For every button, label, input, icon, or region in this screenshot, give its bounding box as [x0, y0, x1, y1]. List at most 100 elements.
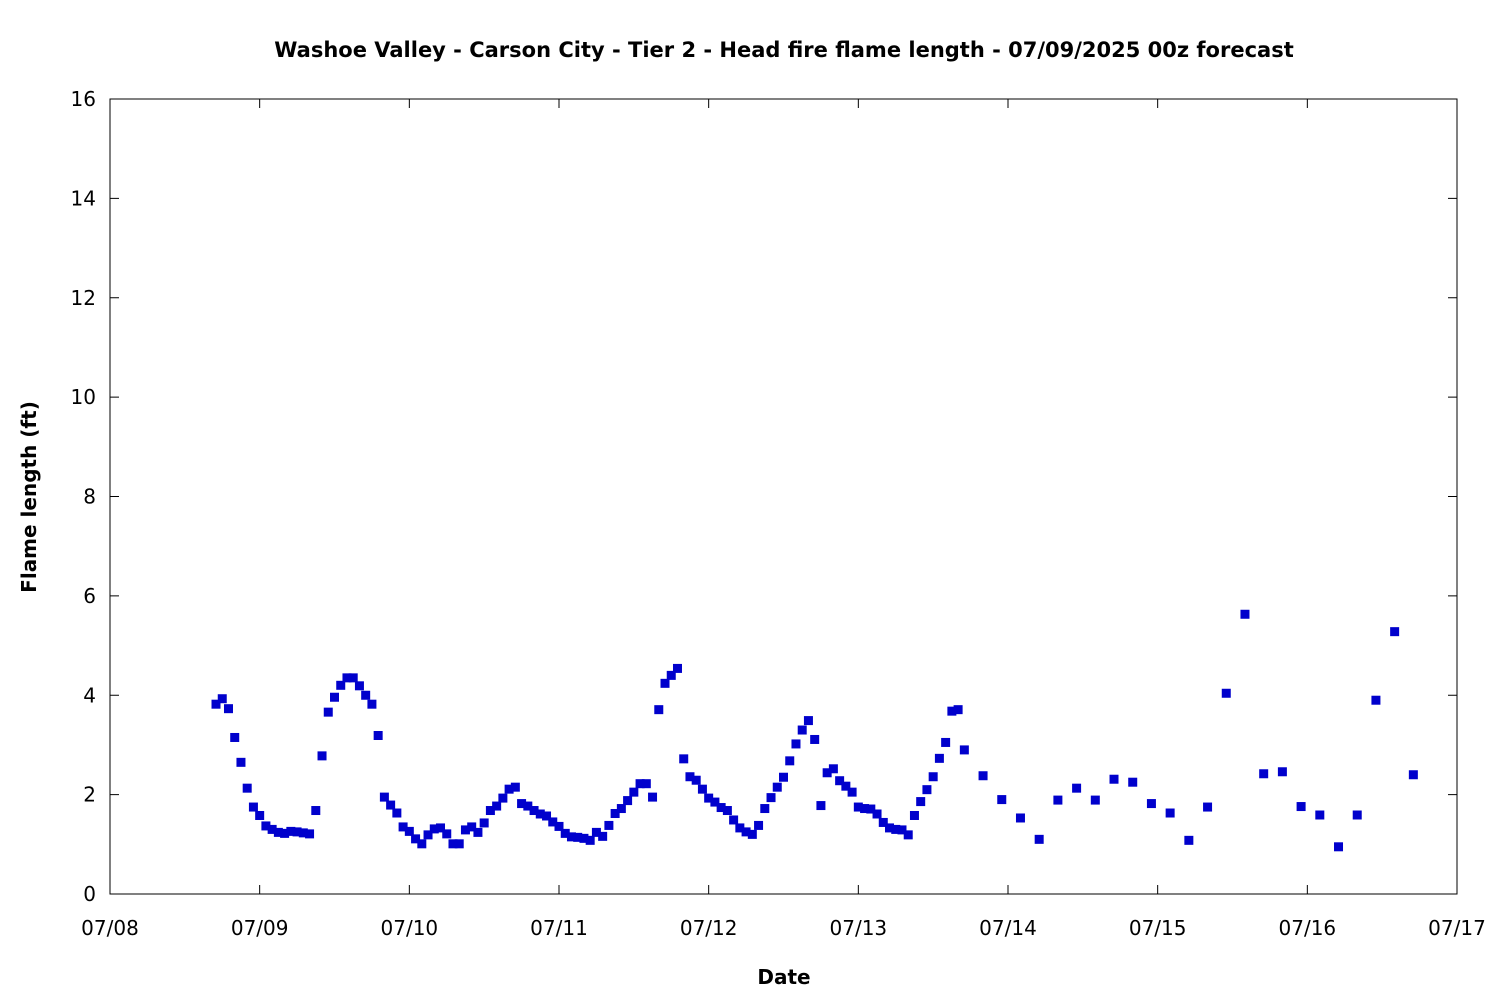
data-point [267, 824, 277, 834]
data-point [317, 751, 327, 761]
data-point [716, 803, 726, 813]
data-point [953, 705, 963, 715]
data-point [573, 832, 583, 842]
data-point [660, 678, 670, 688]
data-point [280, 828, 290, 838]
data-point [1315, 810, 1325, 820]
data-point [535, 809, 545, 819]
data-point [691, 775, 701, 785]
data-point [903, 830, 913, 840]
data-point [866, 804, 876, 814]
data-point [710, 797, 720, 807]
data-point [354, 681, 364, 691]
data-point [1184, 835, 1194, 845]
data-point [697, 784, 707, 794]
data-point [298, 828, 308, 838]
data-point [523, 801, 533, 811]
data-point [623, 796, 633, 806]
data-point [772, 782, 782, 792]
data-point [897, 825, 907, 835]
data-point [629, 787, 639, 797]
x-tick-label: 07/10 [381, 916, 439, 940]
data-point [766, 793, 776, 803]
data-point [1128, 777, 1138, 787]
y-tick-label: 6 [83, 584, 96, 608]
data-point [585, 835, 595, 845]
data-point [959, 745, 969, 755]
x-tick-label: 07/13 [830, 916, 888, 940]
data-point [885, 823, 895, 833]
y-tick-label: 12 [71, 286, 96, 310]
data-point [928, 772, 938, 782]
data-point [485, 806, 495, 816]
y-tick-label: 2 [83, 783, 96, 807]
data-point [785, 756, 795, 766]
data-point [448, 839, 458, 849]
data-point [648, 792, 658, 802]
data-point [529, 806, 539, 816]
data-point [791, 739, 801, 749]
data-point [286, 826, 296, 836]
data-point [754, 820, 764, 830]
data-point [803, 716, 813, 726]
data-point [442, 829, 452, 839]
data-point [460, 825, 470, 835]
data-point [423, 830, 433, 840]
data-point [386, 800, 396, 810]
data-point [492, 801, 502, 811]
data-point [411, 834, 421, 844]
x-axis-label: Date [757, 965, 810, 989]
data-point [828, 764, 838, 774]
data-point [909, 810, 919, 820]
data-point [1034, 834, 1044, 844]
x-tick-label: 07/16 [1279, 916, 1337, 940]
data-point [479, 818, 489, 828]
data-point [810, 734, 820, 744]
data-point [922, 785, 932, 795]
data-point [635, 779, 645, 789]
data-point [373, 731, 383, 740]
data-point [542, 811, 552, 821]
data-point [822, 768, 832, 778]
data-point [841, 781, 851, 791]
data-point [566, 832, 576, 842]
data-point [217, 694, 227, 704]
data-point [367, 699, 377, 709]
data-point [379, 792, 389, 802]
data-point [342, 673, 352, 683]
data-point [735, 823, 745, 833]
data-point [454, 839, 464, 849]
data-point [604, 820, 614, 830]
data-point [1053, 795, 1063, 805]
data-point [1259, 769, 1269, 779]
data-point [517, 799, 527, 809]
data-point [616, 804, 626, 814]
x-tick-label: 07/08 [81, 916, 139, 940]
data-point [1109, 774, 1119, 784]
data-point [323, 707, 333, 717]
y-tick-label: 14 [71, 186, 96, 210]
data-point [579, 833, 589, 843]
data-point [1352, 810, 1362, 820]
data-point [997, 795, 1007, 805]
data-point [1203, 802, 1213, 812]
data-point [230, 732, 240, 742]
axis-ticks: 07/08 07/09 07/10 07/11 07/12 07/13 07/14 07/15… [71, 87, 1486, 940]
data-point [916, 797, 926, 807]
data-point [1408, 770, 1418, 780]
data-point [392, 808, 402, 818]
data-point [598, 831, 608, 841]
data-point [816, 801, 826, 811]
data-point [292, 827, 302, 837]
x-tick-label: 07/17 [1428, 916, 1486, 940]
data-point [978, 771, 988, 781]
data-point [704, 793, 714, 803]
data-point [548, 817, 558, 827]
data-point [835, 776, 845, 786]
data-point [554, 821, 564, 831]
data-point [1221, 688, 1231, 698]
data-point [504, 784, 514, 794]
data-point [330, 692, 339, 702]
x-tick-label: 07/12 [680, 916, 738, 940]
